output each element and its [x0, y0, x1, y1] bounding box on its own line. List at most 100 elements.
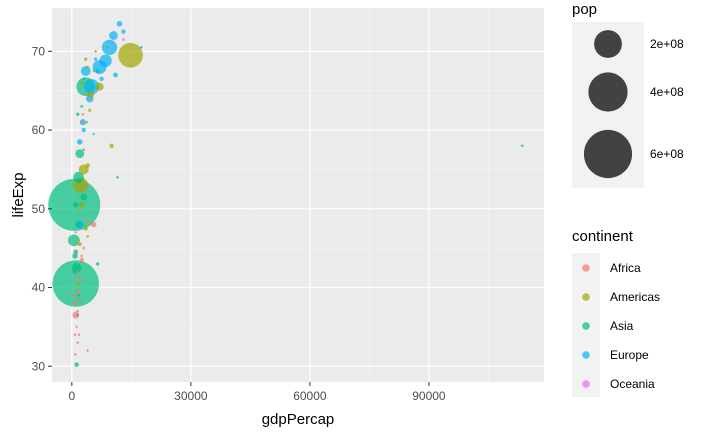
data-point	[101, 39, 118, 55]
data-point	[83, 226, 88, 231]
data-point	[87, 91, 95, 99]
color-legend-key	[582, 264, 590, 272]
x-tick-label: 30000	[174, 389, 208, 403]
data-point	[72, 269, 77, 274]
data-point	[84, 93, 88, 97]
data-point	[73, 202, 79, 208]
data-point	[74, 231, 78, 234]
x-tick-label: 90000	[412, 389, 446, 403]
size-legend: pop 2e+08 4e+08 6e+08	[572, 1, 684, 188]
data-point	[75, 149, 85, 159]
data-point	[90, 221, 97, 228]
data-point	[84, 57, 88, 61]
data-point	[86, 348, 90, 353]
y-tick-label: 60	[32, 123, 46, 137]
data-point	[77, 293, 81, 297]
color-legend-label: Americas	[610, 290, 660, 304]
data-point	[76, 112, 80, 116]
data-point	[92, 69, 95, 73]
data-point	[81, 112, 85, 116]
data-point	[78, 277, 82, 282]
data-point	[73, 171, 84, 183]
data-point	[82, 77, 86, 81]
x-tick-label: 0	[68, 389, 75, 403]
color-legend-label: Asia	[610, 319, 634, 333]
data-point	[76, 139, 83, 145]
data-point	[109, 31, 118, 40]
data-point	[86, 218, 90, 223]
data-point	[84, 79, 100, 95]
size-legend-key	[594, 30, 622, 58]
data-point	[77, 179, 81, 183]
data-point	[113, 72, 118, 78]
data-point	[121, 29, 126, 34]
data-point	[75, 222, 80, 227]
data-point	[86, 234, 90, 238]
size-legend-key	[583, 129, 633, 179]
data-point	[75, 325, 78, 329]
x-tick-label: 60000	[293, 389, 327, 403]
data-point	[72, 293, 76, 298]
data-point	[75, 289, 80, 294]
data-point	[95, 262, 100, 266]
data-point	[68, 234, 80, 247]
data-point	[52, 260, 99, 307]
data-point	[80, 193, 88, 201]
color-legend-key	[582, 351, 590, 359]
data-point	[77, 239, 81, 242]
data-point	[77, 242, 82, 247]
data-point	[74, 362, 80, 368]
color-legend-label: Oceania	[610, 377, 655, 391]
data-point	[109, 143, 114, 148]
data-point	[80, 66, 91, 76]
data-point	[99, 76, 104, 82]
color-legend-label: Africa	[610, 261, 641, 275]
data-point	[85, 163, 90, 168]
color-legend-label: Europe	[610, 348, 649, 362]
data-point	[80, 120, 84, 124]
data-point	[85, 120, 89, 124]
color-legend: continent Africa Americas Asia Europe Oceani…	[572, 228, 660, 397]
data-point	[80, 254, 84, 258]
data-point	[92, 132, 95, 136]
data-point	[105, 45, 110, 49]
data-point	[122, 38, 125, 41]
data-point	[72, 253, 78, 259]
data-point	[81, 127, 86, 133]
data-point	[80, 105, 84, 108]
data-point	[95, 82, 104, 91]
y-tick-label: 40	[32, 281, 46, 295]
color-legend-key	[582, 293, 590, 301]
data-point	[95, 69, 100, 73]
data-point	[78, 202, 85, 208]
y-tick-label: 30	[32, 359, 46, 373]
y-axis-ticks: 30 40 50 60 70	[32, 44, 52, 373]
y-tick-label: 70	[32, 44, 46, 58]
x-axis-ticks: 0 30000 60000 90000	[68, 382, 446, 403]
minor-gridlines	[52, 8, 544, 382]
data-point	[72, 311, 80, 319]
data-point	[520, 144, 524, 148]
size-legend-label: 6e+08	[650, 147, 684, 161]
data-point	[118, 42, 143, 68]
data-point	[82, 246, 86, 250]
size-legend-label: 4e+08	[650, 85, 684, 99]
y-tick-label: 50	[32, 202, 46, 216]
data-point	[75, 270, 78, 274]
data-point	[116, 20, 123, 27]
data-point	[112, 42, 115, 45]
data-point	[79, 257, 84, 263]
y-axis-title: lifeExp	[10, 172, 27, 217]
size-legend-label: 2e+08	[650, 37, 684, 51]
plot-panel	[52, 8, 544, 382]
data-point	[76, 281, 80, 286]
color-legend-title: continent	[572, 228, 634, 245]
data-points	[48, 20, 524, 368]
data-point	[72, 301, 78, 306]
data-point	[99, 54, 112, 67]
data-point	[93, 57, 98, 61]
data-point	[88, 108, 92, 112]
x-axis-title: gdpPercap	[262, 411, 335, 428]
size-legend-key	[588, 72, 628, 112]
